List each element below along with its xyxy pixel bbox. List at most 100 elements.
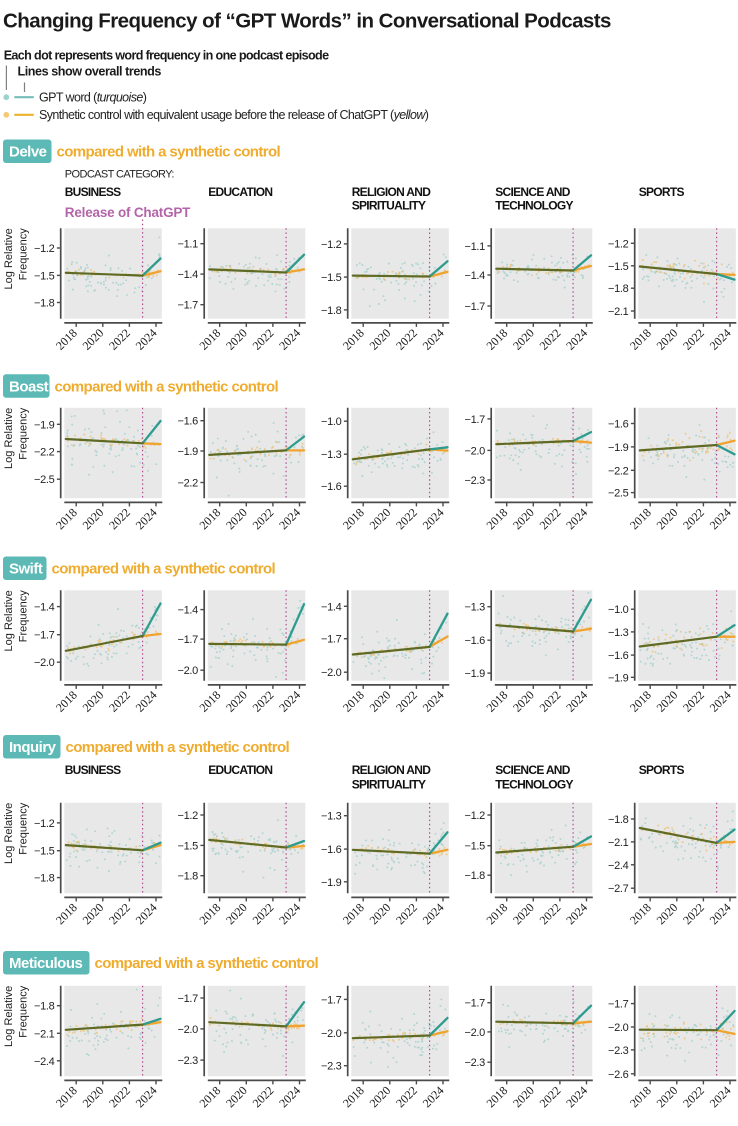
svg-text:−2.0: −2.0 [464, 1027, 485, 1039]
svg-text:−1.7: −1.7 [321, 994, 342, 1006]
svg-text:−1.8: −1.8 [34, 873, 55, 885]
svg-text:−1.9: −1.9 [321, 877, 342, 889]
svg-text:−1.5: −1.5 [608, 261, 629, 273]
svg-text:compared with a synthetic cont: compared with a synthetic control [95, 955, 319, 972]
svg-text:−1.7: −1.7 [34, 630, 55, 642]
svg-text:Changing Frequency of “GPT Wor: Changing Frequency of “GPT Words” in Con… [3, 10, 611, 33]
svg-text:−1.5: −1.5 [34, 846, 55, 858]
svg-text:−1.2: −1.2 [464, 810, 485, 822]
svg-text:compared with a synthetic cont: compared with a synthetic control [57, 144, 281, 161]
svg-text:−1.5: −1.5 [464, 841, 485, 853]
svg-text:Frequency: Frequency [18, 407, 30, 459]
svg-text:Log Relative: Log Relative [3, 986, 15, 1047]
svg-text:−1.8: −1.8 [321, 305, 342, 317]
svg-text:EDUCATION: EDUCATION [208, 185, 272, 199]
svg-text:−1.8: −1.8 [608, 283, 629, 295]
svg-text:−2.3: −2.3 [177, 1055, 198, 1067]
svg-text:−1.8: −1.8 [34, 298, 55, 310]
svg-text:−2.5: −2.5 [608, 488, 629, 500]
svg-text:−1.2: −1.2 [608, 238, 629, 250]
svg-text:−1.3: −1.3 [321, 811, 342, 823]
svg-text:−2.7: −2.7 [608, 883, 629, 895]
svg-text:−1.6: −1.6 [608, 650, 629, 662]
svg-text:TECHNOLOGY: TECHNOLOGY [495, 777, 573, 791]
svg-text:Frequency: Frequency [18, 228, 30, 280]
svg-text:−2.2: −2.2 [608, 465, 629, 477]
svg-text:−1.4: −1.4 [464, 270, 485, 282]
svg-text:Frequency: Frequency [18, 985, 30, 1037]
svg-text:−1.7: −1.7 [177, 300, 198, 312]
svg-text:−2.0: −2.0 [321, 1028, 342, 1040]
svg-text:−2.3: −2.3 [464, 475, 485, 487]
svg-text:−1.8: −1.8 [177, 871, 198, 883]
svg-text:Lines show overall trends: Lines show overall trends [18, 64, 162, 78]
svg-text:Inquiry: Inquiry [9, 739, 57, 756]
svg-text:EDUCATION: EDUCATION [208, 763, 272, 777]
svg-text:−2.0: −2.0 [464, 445, 485, 457]
svg-text:−1.0: −1.0 [321, 416, 342, 428]
svg-text:−2.0: −2.0 [321, 667, 342, 679]
svg-text:−1.9: −1.9 [608, 672, 629, 684]
svg-text:−1.4: −1.4 [34, 602, 55, 614]
svg-text:−1.2: −1.2 [34, 818, 55, 830]
svg-text:−2.0: −2.0 [34, 657, 55, 669]
svg-text:−2.6: −2.6 [608, 1069, 629, 1081]
svg-text:Log Relative: Log Relative [3, 408, 15, 469]
svg-text:−1.3: −1.3 [321, 449, 342, 461]
svg-text:BUSINESS: BUSINESS [65, 763, 121, 777]
svg-text:−2.5: −2.5 [34, 474, 55, 486]
svg-text:−2.4: −2.4 [608, 860, 629, 872]
svg-text:−1.3: −1.3 [608, 627, 629, 639]
svg-text:TECHNOLOGY: TECHNOLOGY [495, 199, 573, 213]
svg-text:−2.3: −2.3 [608, 1045, 629, 1057]
svg-text:−1.9: −1.9 [34, 419, 55, 431]
svg-text:−1.1: −1.1 [464, 241, 485, 253]
svg-text:−1.7: −1.7 [464, 301, 485, 313]
svg-text:−1.6: −1.6 [321, 481, 342, 493]
svg-text:−2.0: −2.0 [177, 1024, 198, 1036]
svg-text:−2.2: −2.2 [34, 447, 55, 459]
svg-text:Synthetic control with equival: Synthetic control with equivalent usage … [39, 108, 429, 122]
svg-text:−2.0: −2.0 [608, 1022, 629, 1034]
svg-text:−2.4: −2.4 [34, 1056, 55, 1068]
svg-text:−1.9: −1.9 [177, 446, 198, 458]
svg-text:SPIRITUALITY: SPIRITUALITY [352, 199, 426, 213]
svg-text:GPT word (turquoise): GPT word (turquoise) [39, 91, 147, 105]
svg-text:−2.3: −2.3 [321, 1061, 342, 1073]
svg-text:−1.8: −1.8 [34, 1001, 55, 1013]
svg-text:−1.6: −1.6 [608, 419, 629, 431]
svg-text:−1.7: −1.7 [177, 634, 198, 646]
svg-text:Swift: Swift [9, 561, 43, 578]
svg-text:Release of ChatGPT: Release of ChatGPT [65, 205, 191, 220]
svg-text:Frequency: Frequency [18, 590, 30, 642]
svg-text:Meticulous: Meticulous [9, 955, 82, 972]
svg-text:−1.4: −1.4 [321, 601, 342, 613]
svg-text:−2.0: −2.0 [177, 665, 198, 677]
svg-text:RELIGION AND: RELIGION AND [352, 763, 432, 777]
svg-text:−1.7: −1.7 [464, 998, 485, 1010]
svg-text:−1.8: −1.8 [464, 870, 485, 882]
svg-text:PODCAST CATEGORY:: PODCAST CATEGORY: [65, 169, 175, 181]
svg-text:−1.5: −1.5 [34, 270, 55, 282]
svg-text:Log Relative: Log Relative [3, 228, 15, 289]
svg-text:SPIRITUALITY: SPIRITUALITY [352, 777, 426, 791]
svg-text:−2.1: −2.1 [608, 306, 629, 318]
svg-text:−2.3: −2.3 [464, 1057, 485, 1069]
svg-text:−1.6: −1.6 [177, 416, 198, 428]
svg-text:−1.7: −1.7 [464, 414, 485, 426]
svg-text:compared with a synthetic cont: compared with a synthetic control [52, 561, 276, 578]
svg-text:−1.9: −1.9 [608, 442, 629, 454]
svg-text:−1.6: −1.6 [464, 635, 485, 647]
svg-text:−1.9: −1.9 [464, 668, 485, 680]
svg-text:−1.5: −1.5 [177, 840, 198, 852]
svg-text:SCIENCE AND: SCIENCE AND [495, 185, 571, 199]
svg-text:Log Relative: Log Relative [3, 803, 15, 864]
svg-text:Each dot represents word frequ: Each dot represents word frequency in on… [4, 49, 329, 63]
svg-text:SCIENCE AND: SCIENCE AND [495, 763, 571, 777]
svg-text:−1.4: −1.4 [177, 269, 198, 281]
svg-text:Frequency: Frequency [18, 802, 30, 854]
svg-text:−1.8: −1.8 [608, 814, 629, 826]
svg-text:SPORTS: SPORTS [639, 185, 685, 199]
svg-text:−1.0: −1.0 [608, 604, 629, 616]
svg-text:Log Relative: Log Relative [3, 590, 15, 651]
